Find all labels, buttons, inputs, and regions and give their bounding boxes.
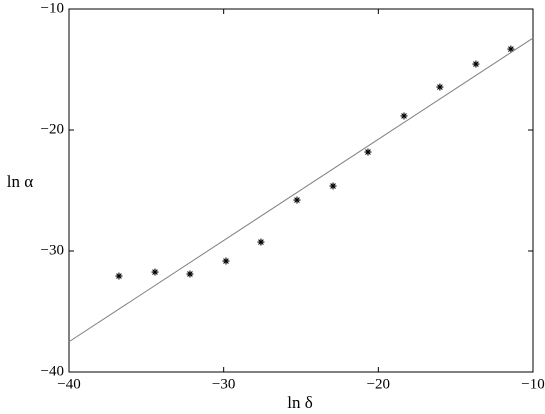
point [507,45,515,53]
plot-frame [68,8,534,373]
point [436,83,444,91]
point-stroke [330,183,336,189]
point-stroke [294,197,300,203]
point-stroke [437,84,443,90]
fit-line [68,37,534,343]
point-stroke [365,149,371,155]
y-tick-label: −30 [41,242,64,258]
point [400,112,408,120]
point-stroke [223,258,229,264]
y-tick-label: −40 [41,363,64,379]
point-stroke [258,239,264,245]
y-tick-label: −10 [41,0,64,16]
point-stroke [152,269,158,275]
point [472,60,480,68]
x-tick-label: −20 [367,376,390,392]
y-axis-label: ln α [7,172,33,191]
y-tick-label: −20 [41,121,64,137]
point-stroke [473,61,479,67]
point-stroke [508,46,514,52]
point [329,182,337,190]
x-tick-label: −10 [521,376,544,392]
x-tick-label: −30 [212,376,235,392]
point-stroke [187,271,193,277]
x-tick-label: −40 [57,376,80,392]
point [293,196,301,204]
point-stroke [116,273,122,279]
x-axis-label: ln δ [287,393,312,412]
point [222,257,230,265]
point-stroke [401,113,407,119]
point [186,270,194,278]
point [364,148,372,156]
point [115,272,123,280]
point [151,268,159,276]
point [257,238,265,246]
